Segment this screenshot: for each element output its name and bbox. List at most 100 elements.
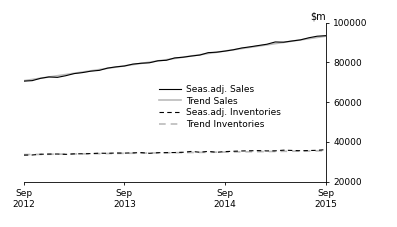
- Trend Sales: [46, 76, 51, 78]
- Seas.adj. Inventories: [139, 151, 144, 154]
- Seas.adj. Sales: [273, 41, 278, 43]
- Seas.adj. Inventories: [46, 153, 51, 155]
- Trend Sales: [181, 56, 185, 59]
- Trend Sales: [223, 50, 227, 52]
- Seas.adj. Sales: [323, 34, 328, 37]
- Seas.adj. Inventories: [156, 151, 160, 154]
- Seas.adj. Inventories: [122, 152, 127, 154]
- Trend Inventories: [130, 152, 135, 155]
- Seas.adj. Inventories: [298, 149, 303, 152]
- Seas.adj. Inventories: [273, 149, 278, 152]
- Seas.adj. Sales: [164, 59, 169, 62]
- Seas.adj. Inventories: [189, 150, 194, 153]
- Trend Inventories: [38, 153, 43, 156]
- Trend Inventories: [197, 151, 202, 154]
- Seas.adj. Inventories: [223, 150, 227, 153]
- Trend Sales: [206, 52, 210, 55]
- Seas.adj. Inventories: [197, 151, 202, 154]
- Trend Sales: [114, 66, 118, 69]
- Line: Seas.adj. Inventories: Seas.adj. Inventories: [24, 150, 326, 155]
- Seas.adj. Inventories: [239, 150, 244, 152]
- Trend Inventories: [64, 153, 68, 155]
- Seas.adj. Sales: [122, 65, 127, 67]
- Seas.adj. Inventories: [130, 151, 135, 154]
- Trend Sales: [80, 71, 85, 73]
- Seas.adj. Sales: [97, 69, 102, 72]
- Seas.adj. Sales: [80, 71, 85, 74]
- Trend Sales: [323, 35, 328, 37]
- Seas.adj. Inventories: [248, 149, 252, 152]
- Trend Inventories: [181, 151, 185, 154]
- Trend Inventories: [114, 152, 118, 155]
- Seas.adj. Inventories: [164, 151, 169, 154]
- Trend Sales: [30, 78, 35, 81]
- Line: Trend Sales: Trend Sales: [24, 36, 326, 81]
- Seas.adj. Sales: [264, 43, 269, 46]
- Seas.adj. Sales: [306, 36, 311, 39]
- Trend Inventories: [223, 151, 227, 153]
- Seas.adj. Sales: [197, 54, 202, 57]
- Trend Inventories: [189, 151, 194, 154]
- Trend Inventories: [122, 152, 127, 155]
- Seas.adj. Sales: [223, 50, 227, 52]
- Seas.adj. Inventories: [21, 154, 26, 156]
- Seas.adj. Sales: [231, 48, 236, 51]
- Trend Inventories: [206, 151, 210, 154]
- Trend Sales: [147, 61, 152, 64]
- Seas.adj. Sales: [290, 40, 295, 42]
- Trend Inventories: [231, 151, 236, 153]
- Trend Inventories: [298, 150, 303, 153]
- Trend Sales: [156, 59, 160, 62]
- Trend Sales: [256, 45, 261, 47]
- Seas.adj. Sales: [214, 51, 219, 54]
- Seas.adj. Inventories: [30, 154, 35, 156]
- Trend Inventories: [256, 150, 261, 153]
- Line: Seas.adj. Sales: Seas.adj. Sales: [24, 36, 326, 81]
- Trend Sales: [97, 68, 102, 71]
- Seas.adj. Sales: [189, 55, 194, 57]
- Trend Inventories: [46, 153, 51, 156]
- Trend Inventories: [172, 151, 177, 154]
- Seas.adj. Sales: [139, 62, 144, 65]
- Seas.adj. Inventories: [114, 152, 118, 154]
- Seas.adj. Inventories: [290, 149, 295, 152]
- Seas.adj. Inventories: [72, 153, 77, 155]
- Legend: Seas.adj. Sales, Trend Sales, Seas.adj. Inventories, Trend Inventories: Seas.adj. Sales, Trend Sales, Seas.adj. …: [155, 81, 284, 133]
- Seas.adj. Sales: [248, 45, 252, 48]
- Trend Sales: [315, 36, 320, 39]
- Trend Sales: [189, 55, 194, 57]
- Seas.adj. Inventories: [206, 150, 210, 153]
- Seas.adj. Sales: [315, 35, 320, 38]
- Trend Sales: [139, 62, 144, 65]
- Trend Sales: [105, 67, 110, 70]
- Trend Sales: [290, 40, 295, 42]
- Trend Inventories: [89, 152, 93, 155]
- Trend Sales: [21, 79, 26, 82]
- Trend Sales: [248, 46, 252, 49]
- Trend Inventories: [21, 153, 26, 156]
- Trend Inventories: [72, 153, 77, 155]
- Trend Inventories: [55, 153, 60, 155]
- Trend Sales: [130, 63, 135, 66]
- Seas.adj. Sales: [64, 74, 68, 77]
- Trend Sales: [64, 73, 68, 76]
- Seas.adj. Sales: [281, 41, 286, 44]
- Seas.adj. Inventories: [231, 150, 236, 153]
- Seas.adj. Sales: [181, 56, 185, 59]
- Seas.adj. Sales: [114, 66, 118, 68]
- Seas.adj. Sales: [55, 76, 60, 79]
- Seas.adj. Sales: [156, 59, 160, 62]
- Seas.adj. Sales: [30, 79, 35, 82]
- Trend Inventories: [281, 150, 286, 153]
- Seas.adj. Inventories: [323, 148, 328, 151]
- Seas.adj. Sales: [38, 77, 43, 80]
- Trend Sales: [122, 64, 127, 67]
- Trend Inventories: [264, 150, 269, 153]
- Seas.adj. Sales: [89, 70, 93, 72]
- Seas.adj. Sales: [239, 47, 244, 49]
- Trend Sales: [281, 41, 286, 44]
- Seas.adj. Sales: [46, 76, 51, 78]
- Seas.adj. Inventories: [306, 149, 311, 152]
- Seas.adj. Inventories: [172, 151, 177, 154]
- Trend Sales: [231, 48, 236, 51]
